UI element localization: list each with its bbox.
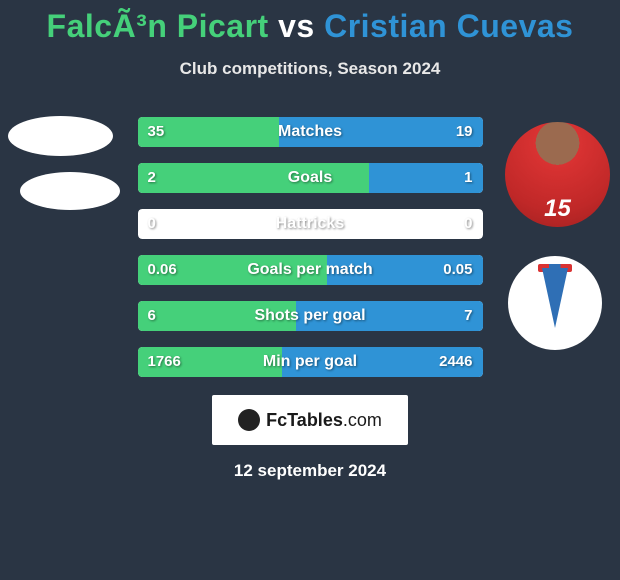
- brand-text: FcTables.com: [266, 410, 382, 431]
- brand-light: .com: [343, 410, 382, 430]
- stat-label: Matches: [138, 117, 483, 147]
- brand-bold: FcTables: [266, 410, 343, 430]
- stat-row: 0.060.05Goals per match: [138, 255, 483, 285]
- player2-avatar: 15: [505, 122, 610, 227]
- comparison-title: FalcÃ³n Picart vs Cristian Cuevas: [0, 0, 620, 45]
- date-text: 12 september 2024: [0, 461, 620, 481]
- stat-row: 3519Matches: [138, 117, 483, 147]
- player2-club-badge: [508, 256, 602, 350]
- brand-badge: FcTables.com: [212, 395, 408, 445]
- pennant-icon: [542, 268, 568, 328]
- stat-label: Hattricks: [138, 209, 483, 239]
- player2-jersey-number: 15: [505, 195, 610, 223]
- stat-row: 21Goals: [138, 163, 483, 193]
- ball-icon: [238, 409, 260, 431]
- player1-name: FalcÃ³n Picart: [47, 8, 269, 44]
- player1-club-badge: [20, 172, 120, 210]
- stat-label: Goals: [138, 163, 483, 193]
- stat-row: 17662446Min per goal: [138, 347, 483, 377]
- stat-label: Goals per match: [138, 255, 483, 285]
- vs-text: vs: [278, 8, 315, 44]
- stat-label: Shots per goal: [138, 301, 483, 331]
- subtitle: Club competitions, Season 2024: [0, 59, 620, 79]
- player2-name: Cristian Cuevas: [324, 8, 573, 44]
- stat-row: 00Hattricks: [138, 209, 483, 239]
- player1-avatar: [8, 116, 113, 156]
- stats-container: 3519Matches 21Goals 00Hattricks 0.060.05Goa…: [138, 117, 483, 377]
- stat-row: 67Shots per goal: [138, 301, 483, 331]
- stat-label: Min per goal: [138, 347, 483, 377]
